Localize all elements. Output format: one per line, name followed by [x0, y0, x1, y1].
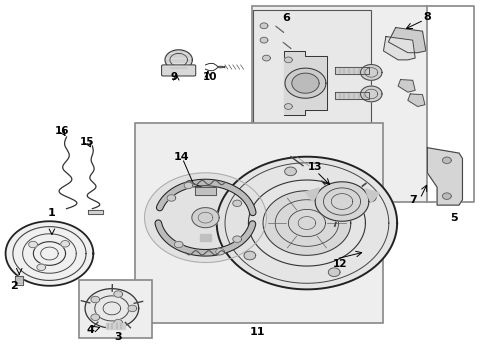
Polygon shape — [291, 73, 319, 93]
Polygon shape — [37, 264, 45, 271]
Text: 13: 13 — [307, 162, 322, 172]
Polygon shape — [260, 23, 267, 29]
Polygon shape — [166, 195, 175, 201]
Text: 16: 16 — [54, 126, 69, 136]
Polygon shape — [128, 305, 137, 312]
FancyBboxPatch shape — [161, 65, 195, 76]
Polygon shape — [365, 189, 379, 202]
Polygon shape — [114, 291, 122, 297]
Polygon shape — [360, 64, 381, 80]
Polygon shape — [442, 157, 450, 163]
Polygon shape — [61, 240, 69, 247]
Polygon shape — [29, 241, 38, 248]
Polygon shape — [114, 319, 122, 326]
Polygon shape — [15, 276, 23, 285]
Polygon shape — [364, 193, 375, 202]
Text: 3: 3 — [114, 332, 122, 342]
Bar — [135, 123, 383, 323]
Polygon shape — [244, 251, 255, 260]
Polygon shape — [334, 67, 368, 74]
Text: 15: 15 — [80, 138, 95, 147]
Polygon shape — [305, 188, 319, 202]
Polygon shape — [262, 55, 270, 61]
Polygon shape — [85, 289, 139, 328]
Text: 2: 2 — [10, 281, 18, 291]
Bar — [253, 10, 370, 173]
Text: 1: 1 — [48, 208, 56, 218]
Polygon shape — [183, 182, 192, 189]
Polygon shape — [216, 157, 396, 289]
Polygon shape — [215, 248, 224, 255]
Polygon shape — [199, 234, 211, 241]
Polygon shape — [194, 187, 216, 195]
Polygon shape — [284, 167, 296, 176]
Polygon shape — [284, 57, 292, 63]
Polygon shape — [283, 51, 327, 116]
Polygon shape — [260, 37, 267, 43]
Polygon shape — [383, 37, 414, 60]
Polygon shape — [5, 221, 93, 286]
Text: 12: 12 — [332, 258, 346, 269]
Polygon shape — [232, 200, 241, 207]
Polygon shape — [397, 80, 414, 92]
Polygon shape — [191, 208, 219, 228]
Text: 7: 7 — [408, 195, 416, 205]
Polygon shape — [164, 50, 192, 70]
Polygon shape — [427, 148, 462, 205]
Text: 8: 8 — [423, 12, 430, 22]
Polygon shape — [284, 104, 292, 109]
Polygon shape — [105, 323, 125, 329]
Polygon shape — [88, 211, 103, 214]
Polygon shape — [174, 241, 183, 248]
Polygon shape — [315, 182, 368, 221]
Polygon shape — [360, 86, 381, 102]
Polygon shape — [91, 314, 100, 320]
Polygon shape — [91, 296, 100, 303]
Text: 14: 14 — [173, 152, 188, 162]
Text: 10: 10 — [203, 72, 217, 82]
Polygon shape — [285, 68, 325, 98]
Polygon shape — [387, 28, 425, 53]
Text: 11: 11 — [249, 327, 265, 337]
Polygon shape — [263, 191, 350, 255]
Bar — [251, 6, 427, 202]
Text: 6: 6 — [282, 13, 289, 23]
Text: 5: 5 — [449, 213, 457, 222]
Polygon shape — [327, 268, 339, 276]
Polygon shape — [144, 173, 266, 262]
Polygon shape — [407, 94, 424, 107]
Polygon shape — [442, 193, 450, 199]
Text: 4: 4 — [87, 325, 95, 334]
Polygon shape — [334, 92, 368, 99]
Text: 9: 9 — [170, 72, 177, 82]
Polygon shape — [232, 236, 241, 242]
Bar — [79, 280, 152, 338]
